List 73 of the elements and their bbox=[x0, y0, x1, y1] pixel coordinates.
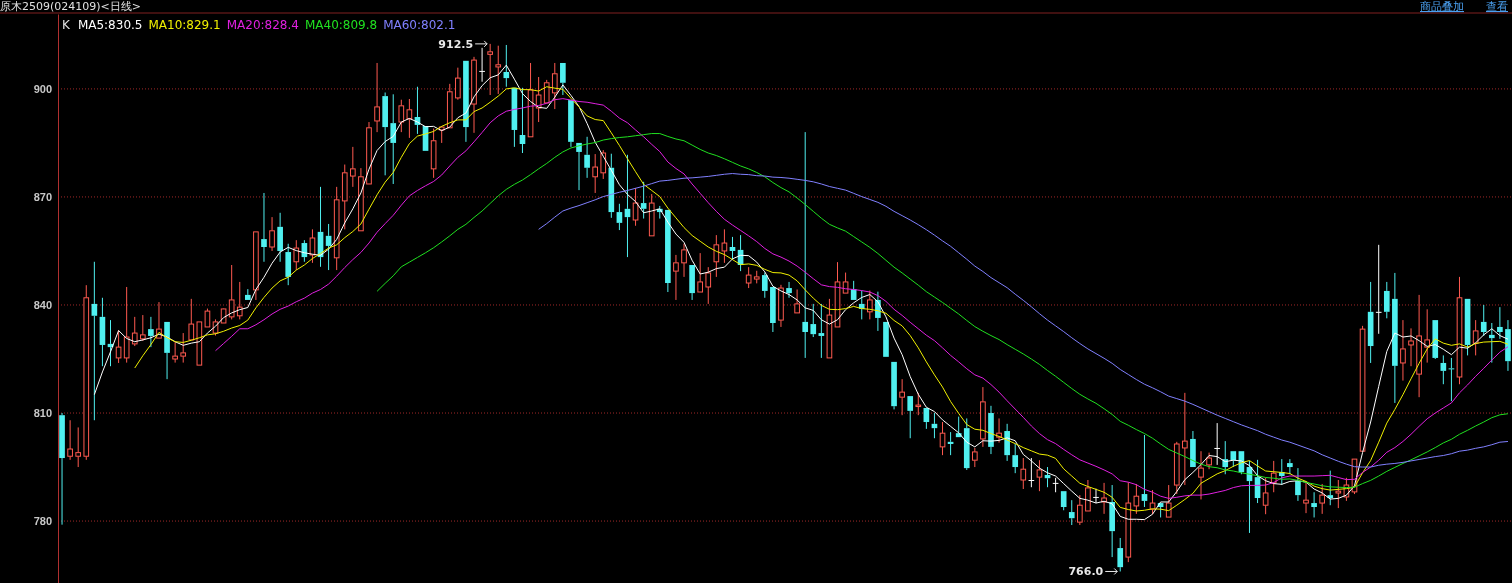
annotation: 912.5 bbox=[438, 37, 474, 51]
candlestick bbox=[673, 254, 679, 301]
candlestick bbox=[406, 98, 413, 139]
candlestick bbox=[584, 136, 590, 179]
candlestick bbox=[1068, 499, 1075, 526]
candlestick bbox=[91, 261, 98, 421]
text: 商品叠加 bbox=[1420, 0, 1464, 13]
candlestick bbox=[261, 192, 267, 263]
y-tick-label: 900 bbox=[33, 82, 52, 95]
candlestick bbox=[1004, 423, 1010, 462]
candlestick bbox=[350, 146, 356, 188]
candlestick bbox=[988, 405, 994, 455]
candlestick bbox=[148, 316, 154, 348]
chart-title: 原木2509(024109)<日线> bbox=[0, 0, 142, 13]
candlestick bbox=[713, 234, 720, 278]
candlestick bbox=[1375, 244, 1382, 335]
candlestick bbox=[1206, 452, 1212, 470]
candlestick bbox=[1392, 272, 1398, 404]
text: MA60:802.1 bbox=[383, 18, 456, 32]
candlestick bbox=[1311, 491, 1317, 518]
candlestick bbox=[616, 203, 623, 231]
candlestick bbox=[1295, 467, 1301, 502]
candlestick bbox=[980, 386, 986, 448]
candlestick bbox=[1408, 327, 1414, 367]
candlestick bbox=[67, 419, 73, 461]
candlestick bbox=[778, 284, 784, 328]
text: MA20:828.4 bbox=[226, 18, 299, 32]
candlestick bbox=[1472, 319, 1479, 356]
candlestick bbox=[786, 281, 792, 299]
candlestick bbox=[1182, 392, 1188, 486]
candlestick bbox=[390, 93, 397, 185]
candlestick bbox=[1497, 306, 1503, 340]
candlestick bbox=[374, 62, 380, 133]
candlestick bbox=[810, 303, 817, 338]
y-tick-label: 780 bbox=[33, 515, 52, 528]
y-tick-label: 840 bbox=[33, 299, 52, 311]
candlestick bbox=[269, 216, 275, 252]
candlestick bbox=[455, 67, 461, 101]
annotation: 766.0 bbox=[1068, 565, 1104, 579]
candlestick bbox=[640, 181, 647, 220]
candlestick bbox=[495, 45, 502, 95]
candlestick bbox=[75, 426, 82, 468]
candlestick bbox=[681, 243, 687, 278]
candlestick bbox=[1287, 458, 1293, 475]
candlestick bbox=[1117, 537, 1124, 572]
candlestick bbox=[479, 47, 485, 83]
text: 查看 bbox=[1486, 0, 1508, 13]
line-series bbox=[538, 173, 1509, 468]
text: MA10:829.1 bbox=[148, 18, 221, 32]
candlestick bbox=[592, 153, 598, 194]
y-tick-label: 870 bbox=[33, 190, 52, 203]
candlestick bbox=[899, 378, 905, 416]
candlestick bbox=[333, 186, 340, 271]
candlestick bbox=[1505, 319, 1511, 372]
candlestick bbox=[503, 44, 510, 88]
text: MA5:830.5 bbox=[77, 18, 143, 32]
candlestick bbox=[1141, 434, 1148, 508]
candlestick bbox=[1012, 443, 1019, 474]
candlestick bbox=[802, 131, 809, 359]
legend-title: K bbox=[62, 18, 71, 32]
candlestick bbox=[1383, 281, 1390, 319]
candlestick bbox=[471, 56, 477, 134]
candlestick bbox=[277, 212, 283, 263]
candlestick bbox=[1416, 294, 1422, 398]
candlestick bbox=[1093, 488, 1099, 504]
candlestick bbox=[1198, 450, 1204, 500]
text: MA40:809.8 bbox=[304, 18, 378, 32]
candlestick bbox=[1303, 480, 1309, 514]
candlestick bbox=[1400, 319, 1406, 382]
candlestick bbox=[180, 332, 187, 364]
y-tick-label: 810 bbox=[33, 407, 52, 420]
candlestick bbox=[818, 303, 825, 359]
candlestick bbox=[172, 341, 178, 364]
